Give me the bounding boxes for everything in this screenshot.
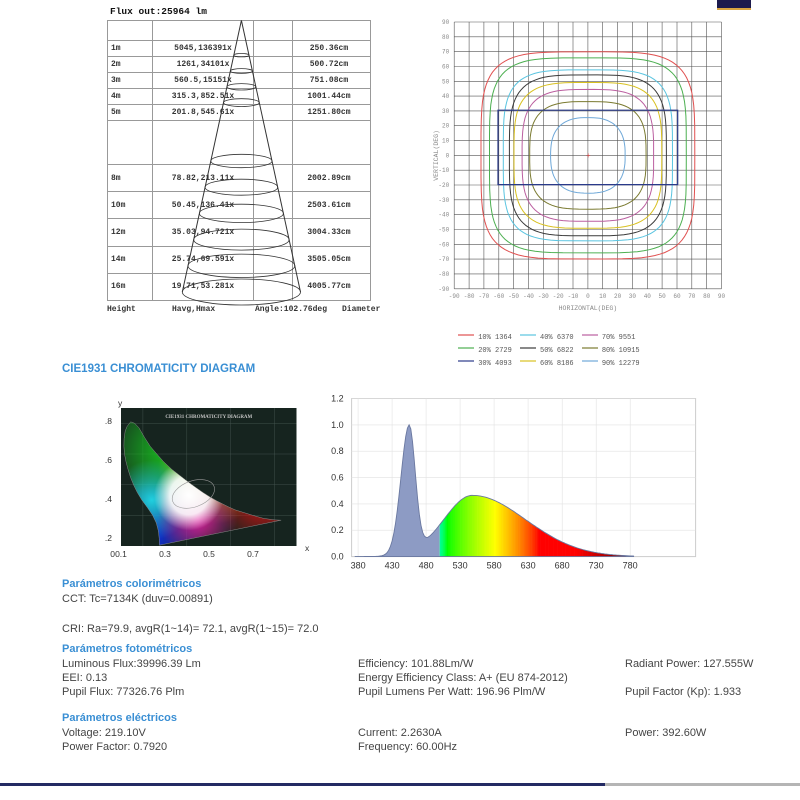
svg-text:1.0: 1.0 — [331, 420, 344, 430]
svg-text:0.4: 0.4 — [331, 499, 344, 509]
svg-text:0.6: 0.6 — [331, 473, 344, 483]
svg-text:0.0: 0.0 — [331, 552, 344, 562]
svg-text:380: 380 — [351, 561, 366, 571]
svg-text:680: 680 — [555, 561, 570, 571]
svg-text:580: 580 — [487, 561, 502, 571]
svg-text:1.2: 1.2 — [331, 394, 344, 404]
svg-text:0.2: 0.2 — [331, 525, 344, 535]
svg-text:780: 780 — [623, 561, 638, 571]
svg-text:0.8: 0.8 — [331, 446, 344, 456]
svg-text:430: 430 — [385, 561, 400, 571]
svg-text:530: 530 — [453, 561, 468, 571]
svg-text:630: 630 — [521, 561, 536, 571]
svg-text:480: 480 — [419, 561, 434, 571]
svg-text:730: 730 — [589, 561, 604, 571]
